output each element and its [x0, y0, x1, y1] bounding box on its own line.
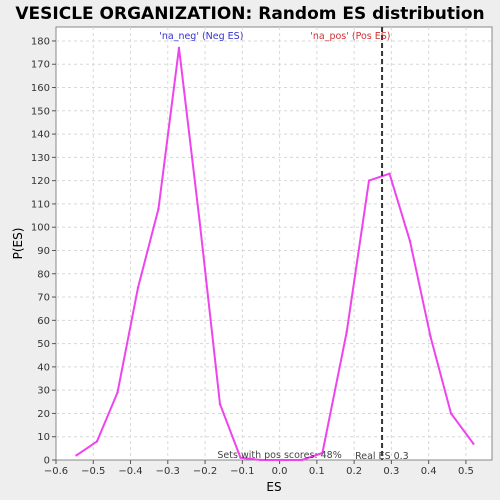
series-line: [75, 47, 475, 461]
x-tick-label: 0.5: [458, 466, 474, 477]
y-tick-label: 100: [31, 223, 50, 234]
data-point: [367, 179, 371, 182]
y-tick-label: 60: [37, 316, 50, 327]
y-tick-label: 160: [31, 83, 50, 94]
y-tick-label: 120: [31, 176, 50, 187]
neg-es-label: 'na_neg' (Neg ES): [159, 31, 243, 42]
x-axis-label: ES: [266, 480, 281, 494]
y-tick-label: 30: [37, 386, 50, 397]
data-point: [95, 440, 99, 443]
x-tick-label: 0.0: [272, 466, 288, 477]
data-point: [449, 412, 453, 415]
data-point: [239, 456, 242, 459]
data-point: [408, 239, 412, 243]
data-point: [157, 207, 160, 210]
x-tick-label: −0.1: [230, 466, 254, 477]
pos-scores-annotation: Sets with pos scores: 48%: [217, 450, 341, 461]
y-tick-label: 180: [31, 36, 50, 47]
x-tick-label: −0.5: [81, 466, 105, 477]
y-tick-label: 150: [31, 106, 50, 117]
data-point: [345, 330, 348, 334]
y-tick-label: 10: [37, 432, 50, 443]
y-tick-label: 40: [37, 362, 50, 373]
x-tick-label: 0.4: [421, 466, 437, 477]
data-point: [429, 335, 432, 338]
y-tick-label: 80: [37, 269, 50, 280]
plot-area: [55, 26, 493, 461]
data-point: [136, 286, 140, 289]
data-point: [388, 172, 391, 175]
y-tick-label: 140: [31, 130, 50, 141]
data-point: [280, 458, 283, 462]
x-tick-label: 0.1: [309, 466, 325, 477]
y-tick-label: 50: [37, 339, 50, 350]
x-tick-label: −0.6: [44, 466, 68, 477]
x-tick-label: −0.4: [118, 466, 142, 477]
x-axis-ticks: −0.6 −0.5 −0.4 −0.3 −0.2 −0.1 0.0 0.1 0.2 0.3 0.4 0…: [44, 460, 474, 477]
data-point: [116, 391, 119, 394]
chart-title: VESICLE ORGANIZATION: Random ES distribu…: [15, 4, 484, 24]
x-tick-label: −0.2: [193, 466, 217, 477]
y-tick-label: 20: [37, 409, 50, 420]
y-tick-label: 70: [37, 293, 50, 304]
data-point: [321, 451, 324, 455]
x-tick-label: −0.3: [156, 466, 180, 477]
data-point: [300, 458, 304, 462]
data-point: [472, 442, 475, 445]
y-tick-label: 130: [31, 153, 50, 164]
data-point: [75, 454, 78, 457]
data-point: [198, 219, 201, 222]
pos-es-label: 'na_pos' (Pos ES): [310, 31, 390, 42]
data-point: [177, 46, 181, 50]
y-tick-label: 170: [31, 60, 50, 71]
y-axis-label: P(ES): [11, 228, 25, 260]
x-tick-label: 0.2: [346, 466, 362, 477]
series-points: [75, 46, 475, 462]
grid: [56, 27, 492, 460]
y-tick-label: 110: [31, 199, 50, 210]
x-tick-label: 0.3: [383, 466, 399, 477]
data-point: [259, 458, 263, 462]
y-tick-label: 0: [44, 456, 50, 467]
data-point: [218, 402, 222, 406]
y-tick-label: 90: [37, 246, 50, 257]
real-es-annotation: Real ES 0.3: [355, 451, 409, 462]
y-axis-ticks: 0 10 20 30 40 50 60 70 80 90 100 110 120 130 140 150 160…: [31, 36, 56, 467]
